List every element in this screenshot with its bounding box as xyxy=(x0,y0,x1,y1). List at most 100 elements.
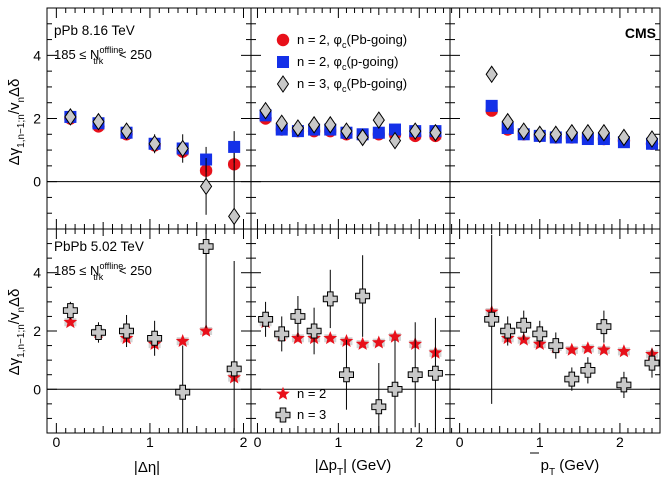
panel-1-2 xyxy=(449,228,661,434)
marker-diamond xyxy=(259,101,272,120)
marker-star xyxy=(581,341,595,355)
marker-cross xyxy=(564,371,580,387)
marker-diamond xyxy=(517,122,530,141)
marker-cross xyxy=(616,377,632,393)
y-tick-label: 4 xyxy=(33,265,41,281)
marker-diamond xyxy=(176,139,189,158)
marker-cross xyxy=(548,338,564,354)
legend-marker-diamond xyxy=(276,75,290,93)
marker-star xyxy=(323,331,338,345)
marker-star xyxy=(276,386,290,400)
marker-cross xyxy=(596,319,612,335)
multiplicity-cut-pbpb: 185 ≤ Noffline trk < 250 xyxy=(54,261,152,282)
x-tick-label: 0 xyxy=(456,434,464,450)
marker-cross xyxy=(175,384,191,400)
marker-cross xyxy=(644,355,660,371)
y-axis-title-bottom: Δγ1,n−1;n/vnΔδ xyxy=(6,289,27,376)
marker-diamond xyxy=(501,112,514,131)
multiplicity-cut-ppb: 185 ≤ Noffline trk < 250 xyxy=(54,45,152,66)
marker-diamond xyxy=(565,123,578,142)
marker-diamond xyxy=(356,128,369,147)
x-tick-label: 1 xyxy=(536,434,544,450)
marker-cross xyxy=(119,323,134,339)
marker-cross xyxy=(306,323,322,339)
x-tick-label: 2 xyxy=(616,434,624,450)
marker-diamond xyxy=(549,125,562,144)
series-cross xyxy=(484,234,660,404)
chart-marks xyxy=(62,65,660,433)
marker-star xyxy=(63,315,78,329)
experiment-label: CMS xyxy=(625,25,656,41)
series-cross xyxy=(62,229,242,433)
legend-entry-n2: n = 2 xyxy=(297,386,326,401)
marker-cross xyxy=(62,303,78,319)
legend-entry-p-going-n2: n = 2, φc(p-going) xyxy=(297,54,398,72)
legend-marker-cross xyxy=(275,407,291,423)
marker-diamond xyxy=(617,128,631,147)
x-tick-label: 0 xyxy=(254,434,262,450)
marker-cross xyxy=(387,381,403,397)
y-tick-label: 2 xyxy=(33,323,41,339)
marker-diamond xyxy=(307,115,321,134)
marker-square xyxy=(388,123,401,136)
marker-diamond xyxy=(228,207,241,226)
y-tick-label: 4 xyxy=(33,47,41,63)
series-cross xyxy=(258,255,443,433)
panel-0-2 xyxy=(449,7,661,230)
marker-diamond xyxy=(324,115,337,134)
series-diamond xyxy=(485,65,659,148)
marker-diamond xyxy=(199,177,213,196)
panel-frame xyxy=(449,228,661,434)
marker-diamond xyxy=(581,123,594,142)
marker-cross xyxy=(274,326,290,342)
system-label-ppb: pPb 8.16 TeV xyxy=(54,23,135,38)
series-star xyxy=(63,315,241,384)
svg-text:pT (GeV): pT (GeV) xyxy=(541,457,600,478)
marker-diamond xyxy=(388,131,402,150)
y-tick-label: 2 xyxy=(33,111,41,127)
marker-diamond xyxy=(148,134,161,153)
marker-star xyxy=(355,336,370,350)
marker-cross xyxy=(226,361,242,377)
marker-cross xyxy=(500,323,516,339)
marker-diamond xyxy=(64,108,77,126)
panel-frame xyxy=(46,228,252,434)
marker-diamond xyxy=(120,122,133,141)
legend-entry-pb-going-n3: n = 3, φc(Pb-going) xyxy=(297,76,407,94)
marker-cross xyxy=(371,399,387,415)
marker-star xyxy=(617,344,631,358)
x-axis-title-mean-pt: pT (GeV) xyxy=(530,452,600,478)
marker-cross xyxy=(484,311,500,327)
marker-cross xyxy=(275,407,291,423)
marker-star xyxy=(372,335,386,349)
legend-pbpb: n = 2 n = 3 xyxy=(275,386,326,423)
marker-diamond xyxy=(92,112,105,131)
marker-cross xyxy=(516,317,532,333)
marker-square xyxy=(277,56,289,68)
marker-star xyxy=(291,331,305,345)
legend-ppb: n = 2, φc(Pb-going) n = 2, φc(p-going) n… xyxy=(276,32,407,94)
x-tick-label: 2 xyxy=(240,434,248,450)
marker-diamond xyxy=(340,122,353,141)
marker-star xyxy=(199,323,213,337)
marker-cross xyxy=(198,239,214,254)
legend-entry-pb-going-n2: n = 2, φc(Pb-going) xyxy=(297,32,407,50)
legend-marker-circle xyxy=(276,33,290,47)
marker-cross xyxy=(580,362,596,378)
marker-square xyxy=(485,99,498,112)
marker-cross xyxy=(427,365,443,381)
marker-cross xyxy=(290,308,306,324)
marker-cross xyxy=(147,330,163,346)
x-tick-label: 1 xyxy=(146,434,154,450)
marker-cross xyxy=(91,325,106,340)
panel-0-0 xyxy=(46,7,252,230)
x-tick-label: 2 xyxy=(415,434,423,450)
marker-square xyxy=(228,140,241,153)
marker-circle xyxy=(276,33,290,47)
marker-star xyxy=(175,334,190,347)
legend-marker-square xyxy=(277,56,289,68)
marker-diamond xyxy=(409,122,422,141)
y-tick-label: 0 xyxy=(33,174,41,190)
marker-cross xyxy=(355,288,371,304)
